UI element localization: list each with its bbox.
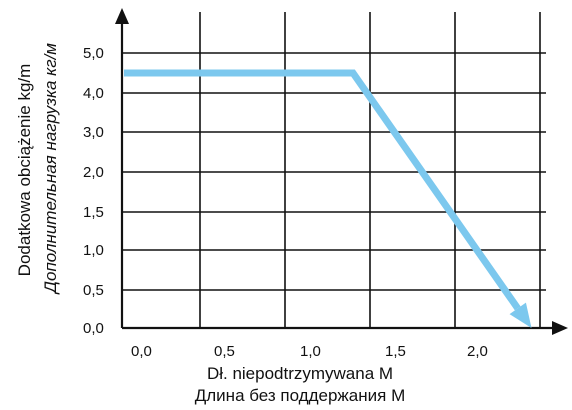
series-arrowhead (509, 302, 532, 328)
y-tick-label: 2,0 (83, 164, 104, 181)
y-axis-arrow (115, 8, 129, 24)
tick-labels: 0,0 0,5 1,0 1,5 2,0 3,0 4,0 5,0 0,0 0,5 1,0 1,5 2,0 (83, 45, 488, 360)
x-axis-arrow (552, 321, 568, 335)
series-line (124, 69, 521, 311)
x-axis-label-secondary: Длина без поддержания М (195, 386, 405, 405)
x-tick-label: 0,5 (214, 343, 235, 360)
y-tick-label: 5,0 (83, 45, 104, 62)
y-tick-label: 0,0 (83, 320, 104, 337)
y-tick-label: 1,0 (83, 242, 104, 259)
y-tick-label: 0,5 (83, 282, 104, 299)
axes (115, 8, 568, 335)
grid (122, 12, 546, 328)
y-tick-label: 1,5 (83, 204, 104, 221)
y-axis-label-secondary: Дополнительная нагрузка кг/м (41, 43, 60, 295)
series-layer (123, 69, 532, 329)
y-tick-label: 3,0 (83, 124, 104, 141)
x-tick-label: 2,0 (467, 343, 488, 360)
x-axis-label: Dł. niepodtrzymywana M (207, 364, 393, 383)
y-axis-label: Dodatkowa obciążenie kg/m (15, 64, 34, 277)
x-tick-label: 1,5 (385, 343, 406, 360)
x-tick-label: 1,0 (300, 343, 321, 360)
x-tick-label: 0,0 (131, 343, 152, 360)
y-tick-label: 4,0 (83, 85, 104, 102)
